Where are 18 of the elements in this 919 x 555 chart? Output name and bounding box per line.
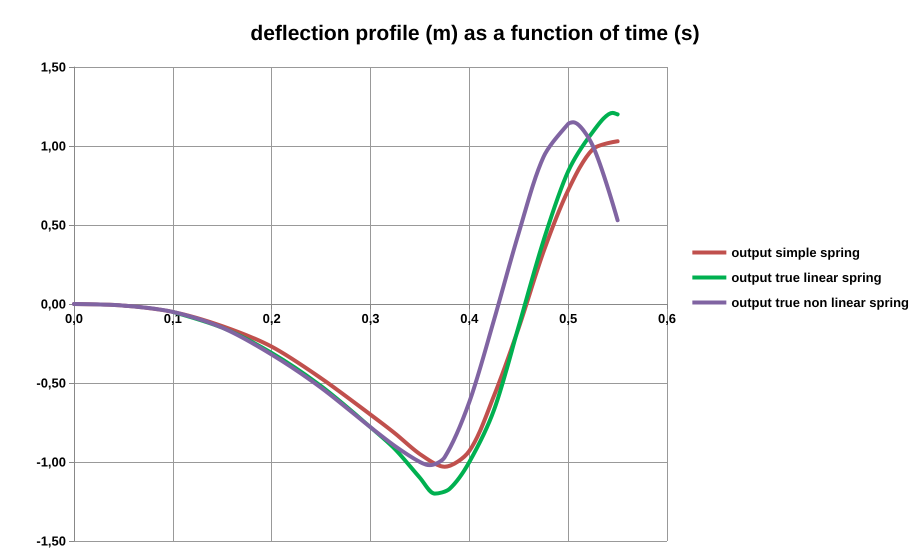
legend-label: output true non linear spring — [731, 295, 910, 310]
y-tick-label: 0,50 — [40, 218, 66, 232]
x-tick-label: 0,0 — [64, 311, 84, 326]
y-tick-label: -1,50 — [36, 534, 66, 548]
x-tick-label: 0,2 — [262, 311, 281, 326]
y-tick-label: 1,00 — [40, 138, 66, 154]
y-tick-label: -0,50 — [36, 376, 66, 390]
x-tick-label: 0,5 — [559, 311, 578, 326]
y-tick-label: 0,00 — [40, 296, 66, 312]
x-tick-label: 0,3 — [361, 311, 380, 326]
legend-label: output simple spring — [731, 245, 860, 260]
x-tick-label: 0,6 — [658, 311, 676, 326]
x-tick-label: 0,1 — [164, 311, 182, 326]
chart-title: deflection profile (m) as a function of time (s) — [250, 22, 700, 45]
legend-label: output true linear spring — [731, 270, 882, 285]
y-tick-label: -1,00 — [36, 454, 66, 470]
y-tick-label: 1,50 — [40, 60, 66, 74]
x-tick-label: 0,4 — [460, 311, 480, 326]
